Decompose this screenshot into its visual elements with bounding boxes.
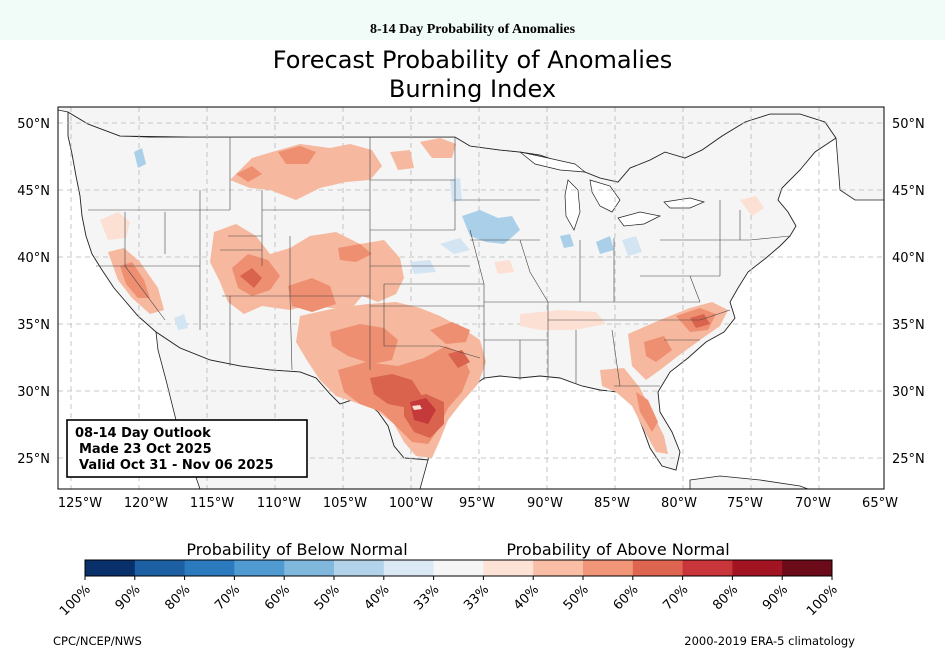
legend-colorbar bbox=[84, 559, 833, 580]
above-normal-anomalies bbox=[100, 138, 764, 458]
legend-tick-label: 50% bbox=[561, 582, 592, 613]
legend-swatch bbox=[583, 560, 634, 576]
page-header-title: 8-14 Day Probability of Anomalies bbox=[369, 22, 576, 37]
lat-label-45-right: 45°N bbox=[892, 184, 925, 199]
legend-tick-label: 33% bbox=[461, 582, 492, 613]
lon-label-105: 105°W bbox=[323, 496, 367, 511]
legend-above-label: Probability of Above Normal bbox=[506, 540, 729, 559]
lon-label-95: 95°W bbox=[459, 496, 495, 511]
lat-label-25: 25°N bbox=[17, 452, 50, 467]
legend-tick-label: 70% bbox=[660, 582, 691, 613]
lat-label-50-right: 50°N bbox=[892, 117, 925, 132]
legend-swatch bbox=[134, 560, 186, 576]
lon-label-100: 100°W bbox=[389, 496, 433, 511]
outlook-info-box: 08-14 Day Outlook Made 23 Oct 2025 Valid… bbox=[66, 419, 308, 478]
lat-label-50: 50°N bbox=[17, 117, 50, 132]
probability-legend: Probability of Below Normal Probability … bbox=[57, 540, 841, 619]
latitude-labels: 50°N 45°N 40°N 35°N 30°N 25°N 50°N 45°N … bbox=[17, 117, 925, 467]
lat-label-35: 35°N bbox=[17, 318, 50, 333]
map-frame bbox=[57, 106, 885, 490]
legend-swatch bbox=[682, 560, 733, 576]
legend-tick-labels: 100% 90% 80% 70% 60% 50% 40% 33% 33% 40% 50% 60% 70%… bbox=[57, 582, 841, 619]
lon-label-75: 75°W bbox=[727, 496, 763, 511]
lon-label-80: 80°W bbox=[661, 496, 697, 511]
lat-label-35-right: 35°N bbox=[892, 318, 925, 333]
lat-label-25-right: 25°N bbox=[892, 452, 925, 467]
legend-swatch bbox=[383, 560, 435, 576]
legend-tick-label: 60% bbox=[262, 582, 293, 613]
footer-credit: CPC/NCEP/NWS bbox=[53, 634, 142, 648]
legend-tick-label: 60% bbox=[611, 582, 642, 613]
lat-label-45: 45°N bbox=[17, 184, 50, 199]
lon-label-125: 125°W bbox=[58, 496, 102, 511]
legend-swatch bbox=[732, 560, 783, 576]
lon-label-65: 65°W bbox=[862, 496, 898, 511]
legend-tick-label: 100% bbox=[57, 582, 94, 619]
state-boundaries bbox=[88, 137, 791, 387]
lon-label-110: 110°W bbox=[257, 496, 301, 511]
legend-swatch bbox=[85, 560, 136, 576]
outlook-valid-dates: Valid Oct 31 - Nov 06 2025 bbox=[79, 458, 274, 473]
caribbean-islands bbox=[689, 475, 809, 489]
legend-tick-label: 90% bbox=[113, 582, 144, 613]
legend-tick-label: 100% bbox=[804, 582, 841, 619]
legend-below-label: Probability of Below Normal bbox=[186, 540, 407, 559]
lat-label-40-right: 40°N bbox=[892, 251, 925, 266]
legend-tick-label: 80% bbox=[162, 582, 193, 613]
legend-tick-label: 50% bbox=[312, 582, 343, 613]
forecast-figure: Forecast Probability of Anomalies Burnin… bbox=[0, 40, 945, 657]
lat-label-40: 40°N bbox=[17, 251, 50, 266]
outlook-title: 08-14 Day Outlook bbox=[75, 426, 211, 441]
legend-swatch bbox=[234, 560, 285, 576]
great-lakes bbox=[519, 151, 706, 231]
footer-climatology: 2000-2019 ERA-5 climatology bbox=[684, 634, 855, 648]
legend-tick-label: 33% bbox=[411, 582, 442, 613]
legend-tick-label: 40% bbox=[362, 582, 393, 613]
legend-tick-label: 40% bbox=[511, 582, 542, 613]
figure-title: Forecast Probability of Anomalies bbox=[272, 46, 673, 74]
lon-label-70: 70°W bbox=[795, 496, 831, 511]
lon-label-115: 115°W bbox=[190, 496, 234, 511]
lon-label-90: 90°W bbox=[527, 496, 563, 511]
lat-label-30: 30°N bbox=[17, 385, 50, 400]
legend-swatch bbox=[483, 560, 534, 576]
legend-tick-label: 70% bbox=[212, 582, 243, 613]
lon-label-85: 85°W bbox=[594, 496, 630, 511]
legend-swatch bbox=[184, 560, 235, 576]
figure-subtitle: Burning Index bbox=[388, 75, 557, 103]
legend-tick-label: 80% bbox=[710, 582, 741, 613]
outlook-made-date: Made 23 Oct 2025 bbox=[79, 442, 212, 457]
map-and-legend-svg: 50°N 45°N 40°N 35°N 30°N 25°N 50°N 45°N … bbox=[17, 106, 925, 619]
legend-swatch bbox=[334, 560, 385, 576]
lat-label-30-right: 30°N bbox=[892, 385, 925, 400]
legend-swatch bbox=[632, 560, 684, 576]
legend-swatch bbox=[284, 560, 335, 576]
canada-land bbox=[58, 107, 884, 201]
legend-swatch bbox=[433, 560, 484, 576]
legend-border bbox=[84, 559, 833, 577]
legend-swatch bbox=[782, 560, 833, 576]
below-normal-anomalies bbox=[134, 148, 642, 330]
longitude-labels: 125°W 120°W 115°W 110°W 105°W 100°W 95°W… bbox=[58, 496, 898, 511]
legend-swatch bbox=[533, 560, 584, 576]
legend-tick-label: 90% bbox=[760, 582, 791, 613]
lon-label-120: 120°W bbox=[124, 496, 168, 511]
